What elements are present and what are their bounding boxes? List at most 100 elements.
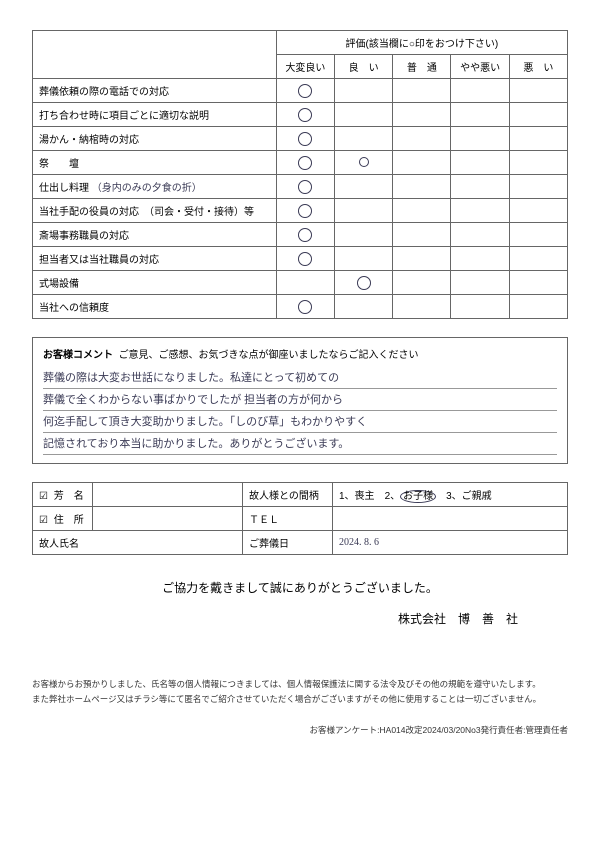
rating-mark-cell bbox=[451, 175, 509, 199]
rating-mark-cell bbox=[451, 295, 509, 319]
circle-mark-icon bbox=[298, 228, 312, 242]
rating-row: 仕出し料理 （身内のみの夕食の折） bbox=[33, 175, 568, 199]
addr-label: 住 所 bbox=[54, 515, 84, 526]
rating-mark-cell bbox=[451, 79, 509, 103]
rating-mark-cell bbox=[335, 223, 393, 247]
rating-mark-cell bbox=[393, 103, 451, 127]
tel-value bbox=[333, 507, 568, 531]
rating-mark-cell bbox=[451, 247, 509, 271]
rating-mark-cell bbox=[335, 271, 393, 295]
rating-mark-cell bbox=[509, 175, 567, 199]
relation-option-selected: 2、お子様 bbox=[385, 490, 437, 503]
funeral-date-value: 2024. 8. 6 bbox=[333, 531, 568, 555]
rating-row-label: 斎場事務職員の対応 bbox=[33, 223, 277, 247]
comment-line: 記憶されており本当に助かりました。ありがとうございます。 bbox=[43, 433, 557, 455]
rating-row: 打ち合わせ時に項目ごとに適切な説明 bbox=[33, 103, 568, 127]
rating-mark-cell bbox=[276, 295, 334, 319]
rating-row-label: 打ち合わせ時に項目ごとに適切な説明 bbox=[33, 103, 277, 127]
rating-mark-cell bbox=[276, 127, 334, 151]
circle-mark-icon bbox=[357, 276, 371, 290]
comment-title-desc: ご意見、ご感想、お気づきな点が御座いましたならご記入ください bbox=[119, 350, 419, 361]
rating-row-label: 担当者又は当社職員の対応 bbox=[33, 247, 277, 271]
info-table: ☑ 芳 名 故人様との間柄 1、喪主 2、お子様 3、ご親戚 ☑ 住 所 ＴＥＬ… bbox=[32, 482, 568, 555]
closing-text: ご協力を戴きまして誠にありがとうございました。 bbox=[32, 579, 568, 596]
circle-mark-icon bbox=[298, 204, 312, 218]
funeral-date-label: ご葬儀日 bbox=[243, 531, 333, 555]
rating-mark-cell bbox=[509, 223, 567, 247]
rating-row: 祭 壇 bbox=[33, 151, 568, 175]
rating-mark-cell bbox=[393, 199, 451, 223]
rating-mark-cell bbox=[276, 103, 334, 127]
rating-col-1: 大変良い bbox=[276, 55, 334, 79]
circle-mark-icon bbox=[298, 156, 312, 170]
addr-value bbox=[93, 507, 243, 531]
rating-mark-cell bbox=[276, 223, 334, 247]
rating-mark-cell bbox=[393, 271, 451, 295]
comment-box: お客様コメント ご意見、ご感想、お気づきな点が御座いましたならご記入ください 葬… bbox=[32, 337, 568, 464]
rating-mark-cell bbox=[393, 127, 451, 151]
name-value bbox=[93, 483, 243, 507]
rating-row: 当社への信頼度 bbox=[33, 295, 568, 319]
check-icon: ☑ bbox=[39, 491, 51, 502]
rating-col-2: 良 い bbox=[335, 55, 393, 79]
deceased-label-cell: 故人氏名 bbox=[33, 531, 243, 555]
rating-row-label: 式場設備 bbox=[33, 271, 277, 295]
circle-mark-icon bbox=[298, 84, 312, 98]
rating-col-3: 普 通 bbox=[393, 55, 451, 79]
rating-mark-cell bbox=[509, 295, 567, 319]
check-icon: ☑ bbox=[39, 515, 51, 526]
rating-row-label: 仕出し料理 （身内のみの夕食の折） bbox=[33, 175, 277, 199]
relation-option: 1、喪主 bbox=[339, 491, 375, 502]
rating-mark-cell bbox=[451, 151, 509, 175]
rating-mark-cell bbox=[509, 103, 567, 127]
rating-mark-cell bbox=[276, 247, 334, 271]
rating-mark-cell bbox=[393, 295, 451, 319]
rating-row: 式場設備 bbox=[33, 271, 568, 295]
circle-mark-icon bbox=[298, 180, 312, 194]
rating-mark-cell bbox=[393, 175, 451, 199]
rating-mark-cell bbox=[451, 199, 509, 223]
relation-options-cell: 1、喪主 2、お子様 3、ご親戚 bbox=[333, 483, 568, 507]
comment-line: 葬儀の際は大変お世話になりました。私達にとって初めての bbox=[43, 367, 557, 389]
rating-mark-cell bbox=[393, 223, 451, 247]
rating-mark-cell bbox=[393, 247, 451, 271]
rating-mark-cell bbox=[393, 79, 451, 103]
rating-row: 斎場事務職員の対応 bbox=[33, 223, 568, 247]
comment-title: お客様コメント ご意見、ご感想、お気づきな点が御座いましたならご記入ください bbox=[43, 346, 557, 361]
rating-row: 担当者又は当社職員の対応 bbox=[33, 247, 568, 271]
rating-row-note: （身内のみの夕食の折） bbox=[92, 183, 202, 194]
name-label: 芳 名 bbox=[54, 491, 84, 502]
rating-mark-cell bbox=[276, 151, 334, 175]
deceased-label: 故人氏名 bbox=[39, 535, 95, 550]
fineprint: お客様からお預かりしました、氏名等の個人情報につきましては、個人情報保護法に関す… bbox=[32, 677, 568, 708]
comment-title-label: お客様コメント bbox=[43, 350, 113, 361]
circle-mark-icon bbox=[298, 252, 312, 266]
rating-mark-cell bbox=[335, 247, 393, 271]
rating-mark-cell bbox=[335, 103, 393, 127]
rating-mark-cell bbox=[509, 247, 567, 271]
rating-mark-cell bbox=[335, 127, 393, 151]
rating-mark-cell bbox=[276, 271, 334, 295]
circle-mark-icon bbox=[298, 300, 312, 314]
rating-col-4: やや悪い bbox=[451, 55, 509, 79]
rating-blank-header bbox=[33, 31, 277, 79]
rating-row-label: 当社手配の役員の対応 （司会・受付・接待）等 bbox=[33, 199, 277, 223]
rating-table: 評価(該当欄に○印をおつけ下さい) 大変良い 良 い 普 通 やや悪い 悪 い … bbox=[32, 30, 568, 319]
circle-mark-icon bbox=[359, 157, 369, 167]
rating-mark-cell bbox=[276, 79, 334, 103]
company-name: 株式会社 博 善 社 bbox=[32, 610, 568, 627]
rating-mark-cell bbox=[451, 223, 509, 247]
rating-mark-cell bbox=[335, 79, 393, 103]
fineprint-line-2: また弊社ホームページ又はチラシ等にて匿名でご紹介させていただく場合がございますが… bbox=[32, 692, 568, 707]
rating-mark-cell bbox=[451, 271, 509, 295]
addr-label-cell: ☑ 住 所 bbox=[33, 507, 93, 531]
relation-option: 3、ご親戚 bbox=[446, 491, 492, 502]
rating-mark-cell bbox=[509, 79, 567, 103]
rating-mark-cell bbox=[335, 199, 393, 223]
rating-mark-cell bbox=[451, 127, 509, 151]
rating-mark-cell bbox=[335, 151, 393, 175]
rating-row: 葬儀依頼の際の電話での対応 bbox=[33, 79, 568, 103]
rating-mark-cell bbox=[509, 127, 567, 151]
rating-row-label: 祭 壇 bbox=[33, 151, 277, 175]
fineprint-line-1: お客様からお預かりしました、氏名等の個人情報につきましては、個人情報保護法に関す… bbox=[32, 677, 568, 692]
